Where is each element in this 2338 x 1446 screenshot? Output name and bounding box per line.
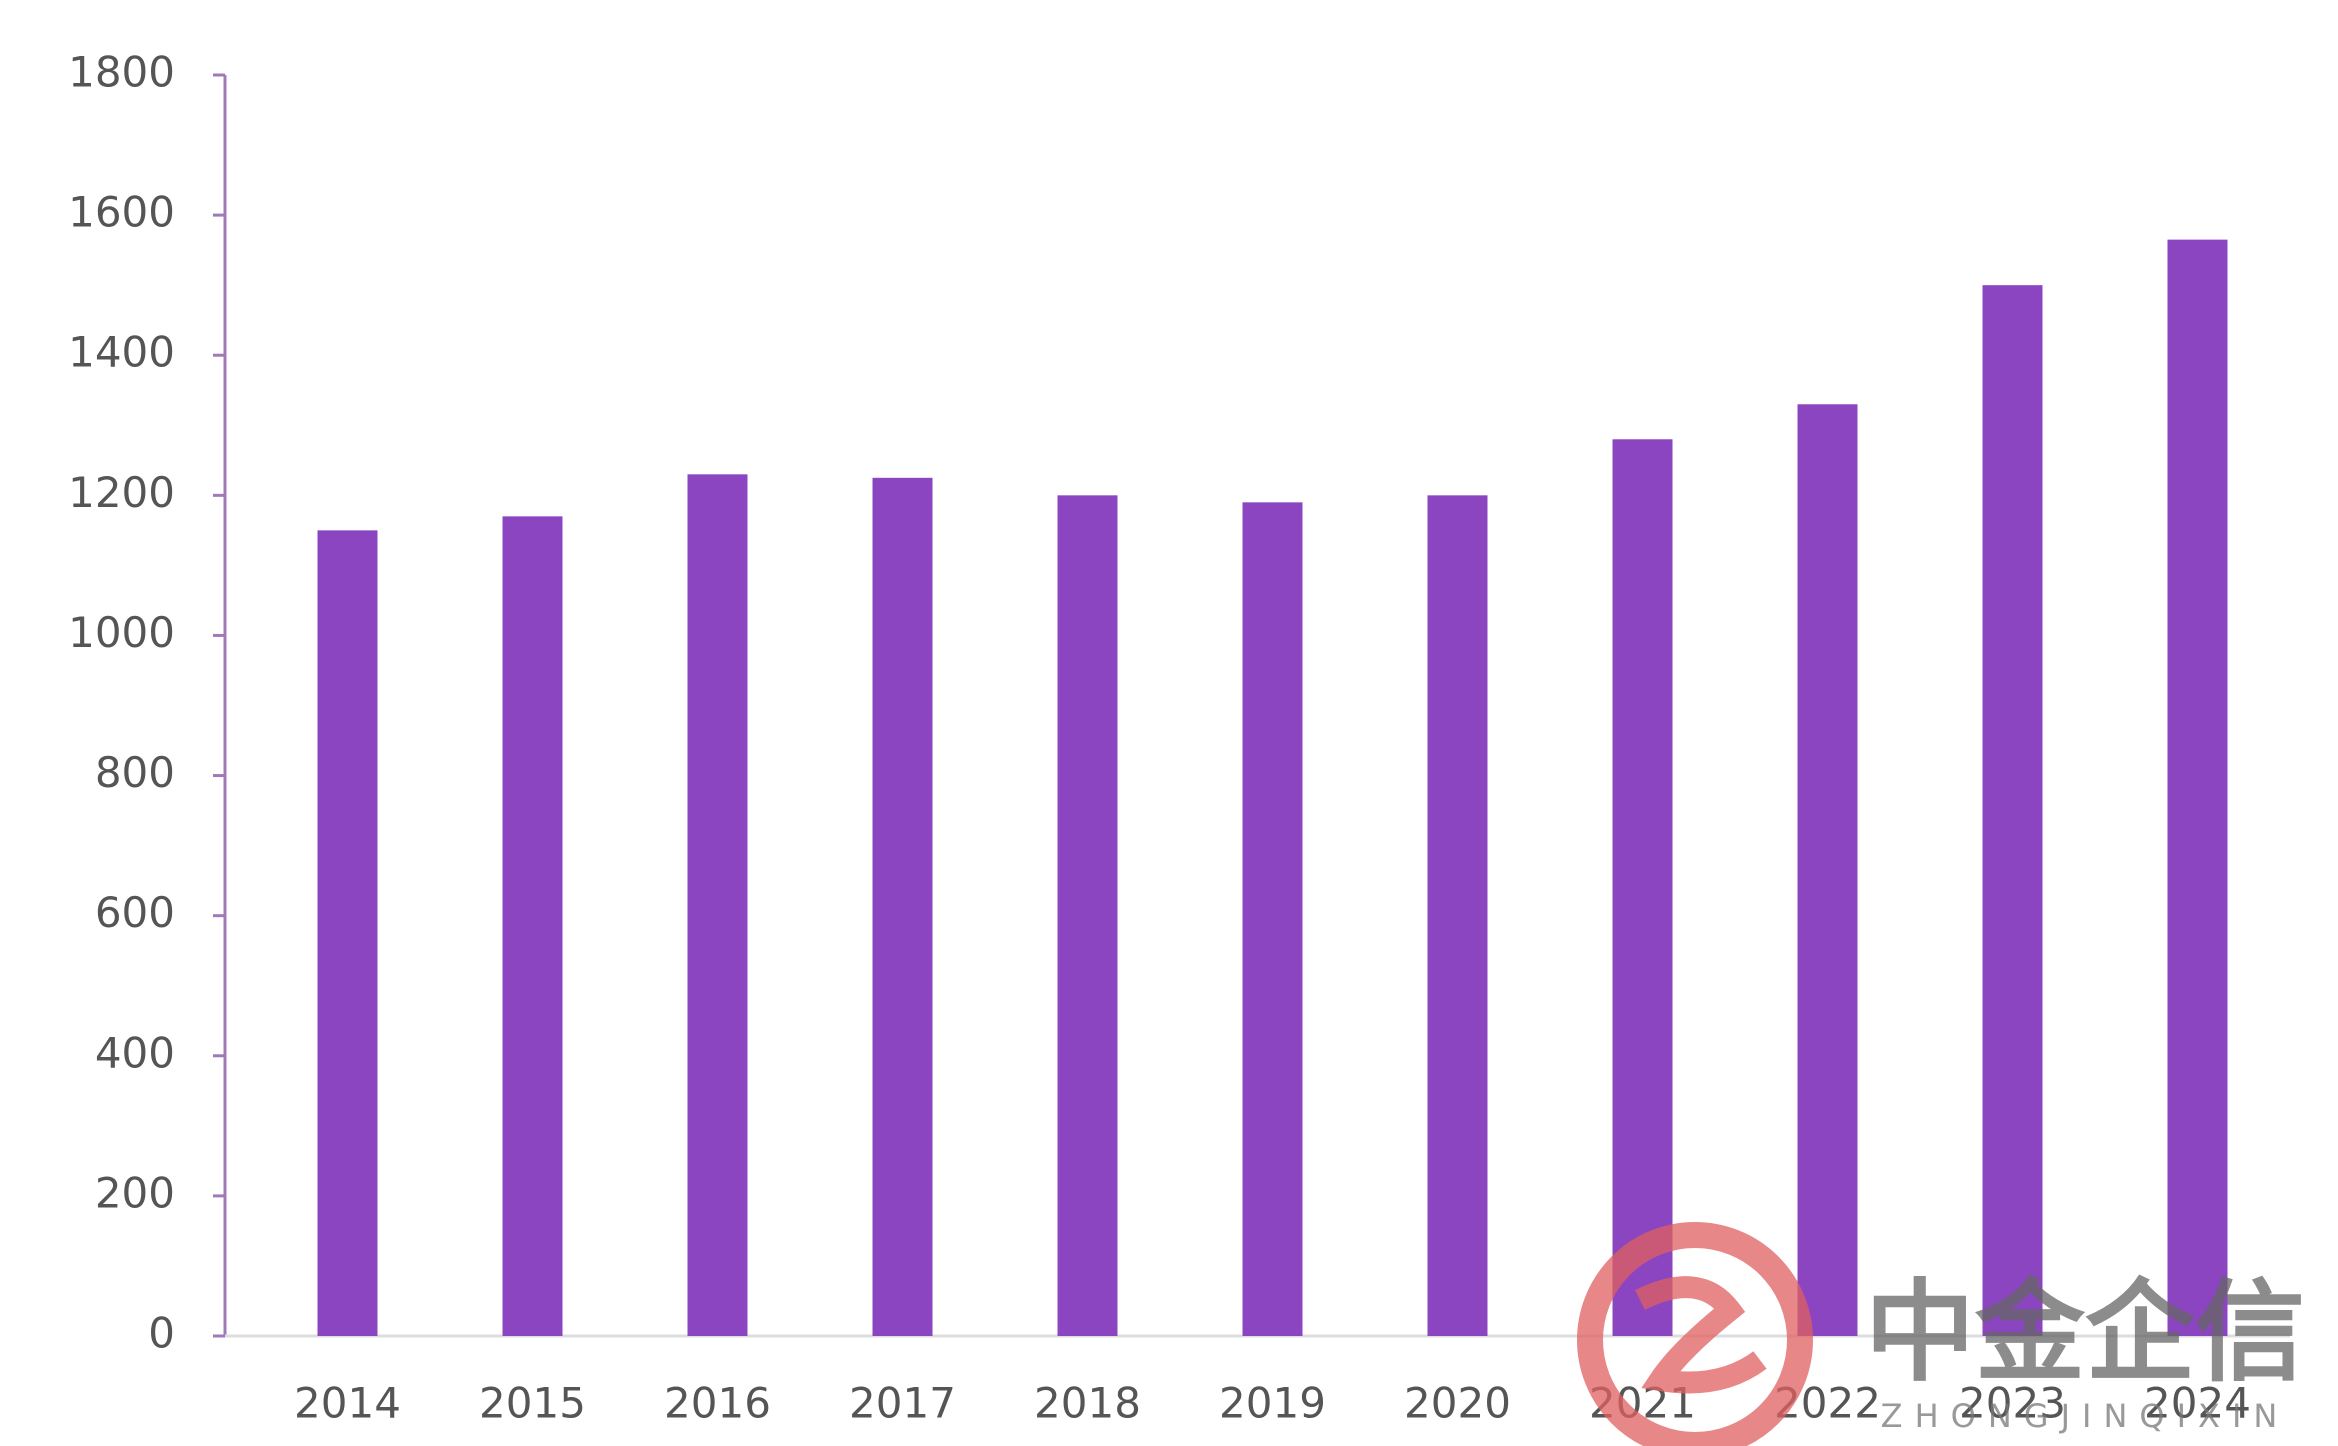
bar (1982, 285, 2043, 1337)
y-tick-label: 0 (148, 1309, 175, 1358)
x-tick-label: 2016 (664, 1379, 771, 1428)
watermark-subtitle: ZHONGJINQIXIN (1881, 1397, 2290, 1435)
x-tick-label: 2017 (849, 1379, 956, 1428)
x-tick-label: 2015 (479, 1379, 586, 1428)
bar (502, 516, 563, 1336)
bar (2167, 239, 2228, 1336)
bar (1427, 495, 1488, 1336)
bar (1242, 502, 1303, 1337)
bar (872, 477, 933, 1336)
watermark: 中金企信 ZHONGJINQIXIN (1577, 1222, 2305, 1446)
watermark-logo (1577, 1222, 1813, 1446)
y-tick-label: 600 (95, 888, 175, 937)
x-tick-label: 2018 (1034, 1379, 1141, 1428)
y-tick-label: 400 (95, 1028, 175, 1077)
bar (1612, 439, 1673, 1336)
y-tick-label: 1400 (68, 328, 175, 377)
y-tick-label: 1000 (68, 608, 175, 657)
y-tick-label: 200 (95, 1168, 175, 1217)
watermark-logo-mark (1635, 1276, 1767, 1394)
x-tick-label: 2024 (2144, 1379, 2251, 1428)
x-tick-label: 2019 (1219, 1379, 1326, 1428)
y-tick-label: 800 (95, 748, 175, 797)
watermark-title: 中金企信 (1865, 1268, 2305, 1396)
y-tick-label: 1800 (68, 48, 175, 97)
bar (1797, 404, 1858, 1336)
x-tick-label: 2020 (1404, 1379, 1511, 1428)
x-tick-label: 2023 (1959, 1379, 2066, 1428)
x-tick-label: 2014 (294, 1379, 401, 1428)
bar (317, 530, 378, 1336)
y-tick-label: 1200 (68, 468, 175, 517)
bar (687, 474, 748, 1337)
y-tick-label: 1600 (68, 188, 175, 237)
bar (1057, 495, 1118, 1336)
